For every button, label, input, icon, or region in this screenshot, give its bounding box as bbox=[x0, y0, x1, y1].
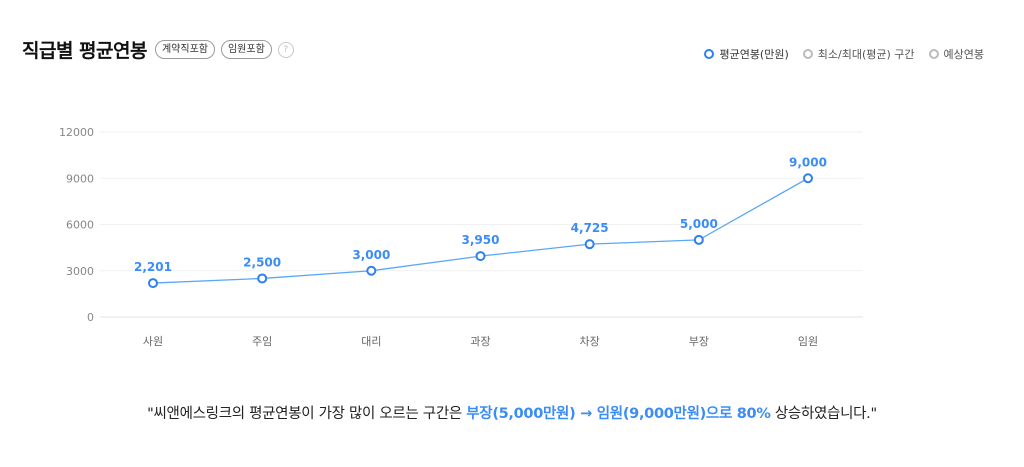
chart-title: 직급별 평균연봉 bbox=[22, 40, 147, 62]
legend-marker-icon bbox=[928, 49, 939, 59]
data-point bbox=[475, 251, 486, 262]
data-point bbox=[148, 278, 158, 289]
summary-prefix: "씨앤에스링크의 평균연봉이 가장 많이 오르는 구간은 bbox=[147, 406, 467, 422]
include-contract-chip[interactable]: 계약직포함 bbox=[154, 40, 215, 59]
data-point bbox=[366, 265, 377, 276]
data-label: 2,201 bbox=[134, 260, 172, 274]
data-label: 3,000 bbox=[352, 248, 390, 262]
chart-header: 직급별 평균연봉 계약직포함 임원포함 ? bbox=[22, 36, 294, 63]
data-label: 9,000 bbox=[789, 155, 827, 169]
legend-marker-icon bbox=[704, 49, 715, 59]
data-point bbox=[693, 234, 704, 245]
x-tick-label: 부장 bbox=[689, 335, 709, 348]
legend-label: 예상연봉 bbox=[943, 48, 984, 61]
data-label: 3,950 bbox=[462, 233, 500, 247]
x-tick-label: 임원 bbox=[798, 335, 818, 348]
summary-suffix: 상승하였습니다." bbox=[770, 406, 877, 422]
chart-legend: 평균연봉(만원) 최소/최대(평균) 구간 예상연봉 bbox=[704, 46, 984, 62]
legend-marker-icon bbox=[802, 49, 813, 59]
data-point bbox=[803, 173, 813, 184]
help-icon[interactable]: ? bbox=[277, 41, 294, 58]
summary-highlight: 부장(5,000만원) → 임원(9,000만원)으로 80% bbox=[466, 406, 771, 422]
legend-item-average[interactable]: 평균연봉(만원) bbox=[704, 46, 789, 62]
data-label: 5,000 bbox=[680, 217, 718, 231]
salary-line-chart: 0 3000 6000 9000 12000 사원 주임 대리 과장 차장 부장 임원 2,201 2,5… bbox=[59, 126, 863, 348]
y-tick-label: 3000 bbox=[66, 265, 94, 278]
y-tick-label: 12000 bbox=[59, 126, 94, 139]
x-tick-label: 사원 bbox=[143, 335, 163, 348]
include-executive-chip[interactable]: 임원포함 bbox=[220, 40, 272, 59]
summary-text: "씨앤에스링크의 평균연봉이 가장 많이 오르는 구간은 부장(5,000만원)… bbox=[0, 402, 1024, 423]
x-tick-label: 주임 bbox=[252, 335, 272, 348]
x-tick-label: 과장 bbox=[470, 335, 490, 348]
y-tick-label: 9000 bbox=[66, 172, 94, 185]
data-label: 4,725 bbox=[571, 221, 609, 235]
data-point bbox=[584, 239, 595, 250]
data-point bbox=[257, 273, 268, 284]
x-tick-label: 차장 bbox=[580, 335, 600, 348]
legend-item-range[interactable]: 최소/최대(평균) 구간 bbox=[802, 46, 915, 62]
x-tick-label: 대리 bbox=[361, 335, 381, 348]
y-tick-label: 0 bbox=[87, 311, 94, 324]
legend-label: 최소/최대(평균) 구간 bbox=[817, 48, 915, 61]
y-tick-label: 6000 bbox=[66, 219, 94, 232]
legend-label: 평균연봉(만원) bbox=[719, 48, 789, 61]
legend-item-expected[interactable]: 예상연봉 bbox=[928, 46, 984, 62]
data-label: 2,500 bbox=[243, 255, 281, 269]
